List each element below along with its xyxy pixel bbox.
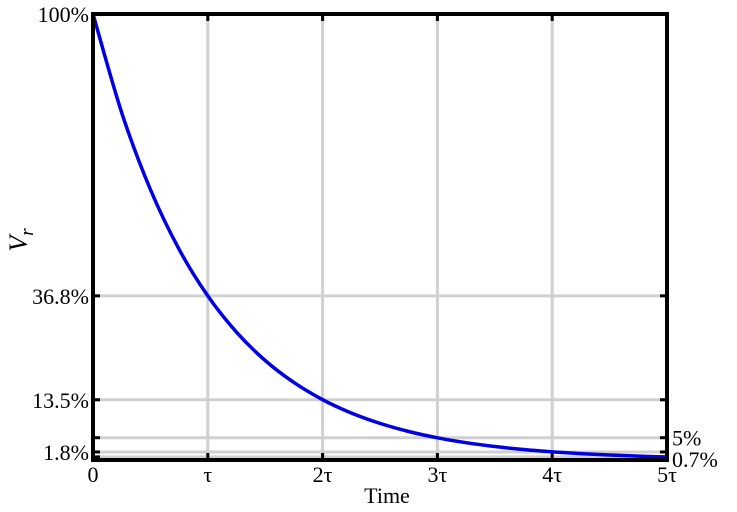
y-tick-label-left: 13.5% (32, 388, 89, 413)
y-tick-label-left: 100% (38, 2, 89, 27)
x-axis-label: Time (364, 483, 410, 508)
y-tick-label-right: 5% (672, 426, 701, 451)
y-axis-label: Vr (4, 228, 38, 252)
grid-lines (93, 14, 667, 460)
series-layer (91, 13, 668, 459)
x-tick-label: 3τ (427, 462, 447, 487)
y-tick-label-right: 0.7% (672, 447, 718, 472)
x-tick-label: 5τ (657, 462, 677, 487)
plot-frame (91, 12, 669, 462)
tick-labels: 0 τ 2τ 3τ 4τ 5τ 100% 36.8% 13.5% 1.8% 5%0.7% (32, 2, 718, 487)
x-tick-label: 4τ (542, 462, 562, 487)
y-tick-label-left: 1.8% (43, 440, 89, 465)
x-tick-label: 0 (88, 462, 99, 487)
tick-marks (91, 12, 669, 460)
y-axis-label-sub: r (17, 228, 38, 236)
y-axis-label-main: V (4, 233, 33, 252)
y-tick-label-left: 36.8% (32, 284, 89, 309)
x-tick-label: 2τ (313, 462, 333, 487)
decay-curve (91, 13, 668, 459)
x-tick-label: τ (203, 462, 212, 487)
